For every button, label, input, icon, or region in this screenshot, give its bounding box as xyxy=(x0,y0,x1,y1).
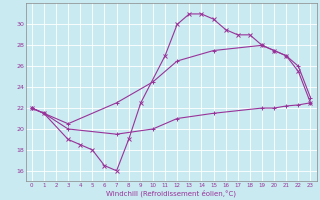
X-axis label: Windchill (Refroidissement éolien,°C): Windchill (Refroidissement éolien,°C) xyxy=(106,189,236,197)
